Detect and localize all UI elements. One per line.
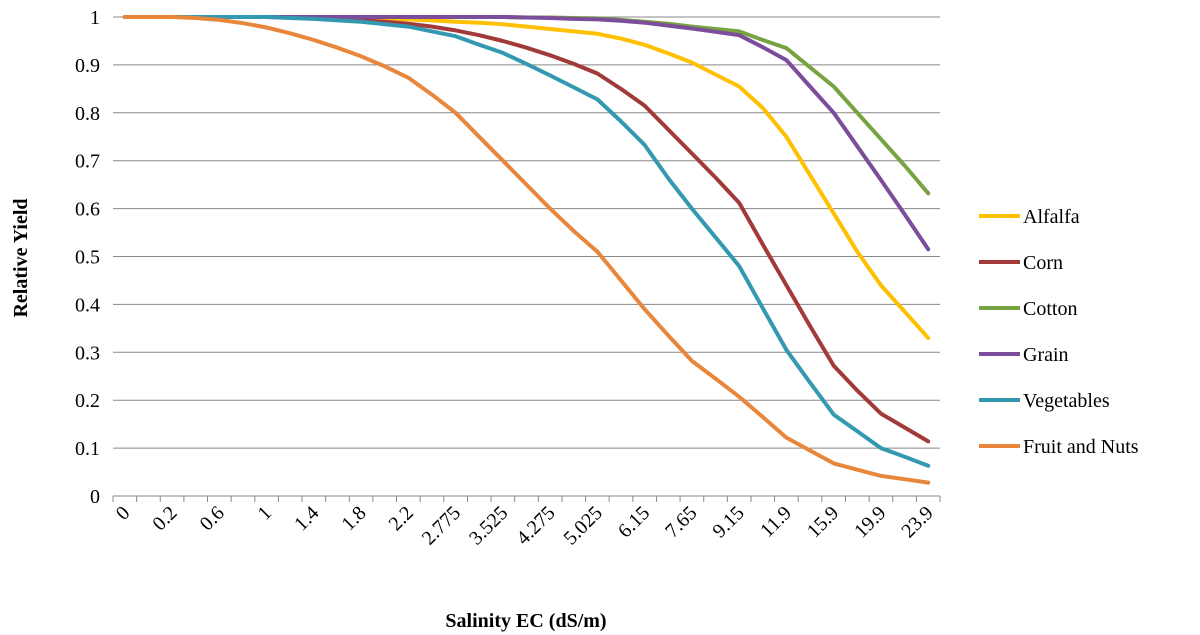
y-tick-label: 0.4 — [75, 294, 100, 316]
y-tick-label: 0.8 — [75, 103, 100, 125]
legend-label: Grain — [1023, 344, 1069, 366]
x-axis — [112, 495, 941, 502]
x-tick-label: 5.025 — [560, 502, 607, 549]
y-tick-label: 0.5 — [75, 247, 100, 269]
series-lines — [122, 15, 931, 485]
y-tick-label: 0 — [90, 486, 100, 508]
x-tick-label: 2.775 — [418, 502, 465, 549]
x-tick-label: 0.6 — [196, 502, 229, 535]
x-axis-ticks: 0 0.2 0.6 1 1.4 1.8 2.2 2.775 3.525 4.275 5.025 6.1… — [112, 502, 938, 549]
grid-lines — [113, 16, 940, 449]
legend-label: Cotton — [1023, 298, 1077, 320]
x-tick-label: 0 — [112, 502, 135, 525]
x-tick-label: 1 — [253, 502, 276, 525]
legend: Alfalfa Corn Cotton Grain Vegetables Fruit an… — [979, 206, 1139, 458]
y-tick-label: 0.2 — [75, 390, 100, 412]
legend-label: Vegetables — [1023, 390, 1110, 412]
x-tick-label: 4.275 — [512, 502, 559, 549]
series-line-grain — [122, 15, 931, 252]
y-tick-label: 0.1 — [75, 438, 100, 460]
x-tick-label: 1.8 — [337, 502, 370, 535]
x-tick-label: 2.2 — [385, 502, 418, 535]
legend-label: Fruit and Nuts — [1023, 436, 1139, 458]
series-line-vegetables — [122, 15, 931, 468]
y-tick-label: 0.9 — [75, 55, 100, 77]
legend-label: Alfalfa — [1023, 206, 1080, 228]
y-tick-label: 0.6 — [75, 199, 100, 221]
series-line-fruit-and-nuts — [122, 15, 931, 485]
y-tick-label: 0.3 — [75, 342, 100, 364]
y-axis-ticks: 0 0.1 0.2 0.3 0.4 0.5 0.6 0.7 0.8 0.9 1 — [75, 7, 100, 508]
y-axis-title: Relative Yield — [10, 198, 32, 317]
x-tick-label: 0.2 — [148, 502, 181, 535]
x-tick-label: 23.9 — [897, 502, 937, 542]
x-tick-label: 15.9 — [803, 502, 843, 542]
x-tick-label: 9.15 — [708, 502, 748, 542]
series-line-cotton — [122, 15, 931, 196]
y-tick-label: 0.7 — [75, 151, 100, 173]
x-axis-title: Salinity EC (dS/m) — [445, 610, 606, 632]
legend-label: Corn — [1023, 252, 1063, 274]
x-tick-label: 6.15 — [614, 502, 654, 542]
x-tick-label: 19.9 — [850, 502, 890, 542]
x-tick-label: 1.4 — [290, 502, 323, 535]
x-tick-label: 11.9 — [756, 502, 796, 542]
x-tick-label: 3.525 — [465, 502, 512, 549]
y-tick-label: 1 — [90, 7, 100, 29]
x-tick-label: 7.65 — [661, 502, 701, 542]
